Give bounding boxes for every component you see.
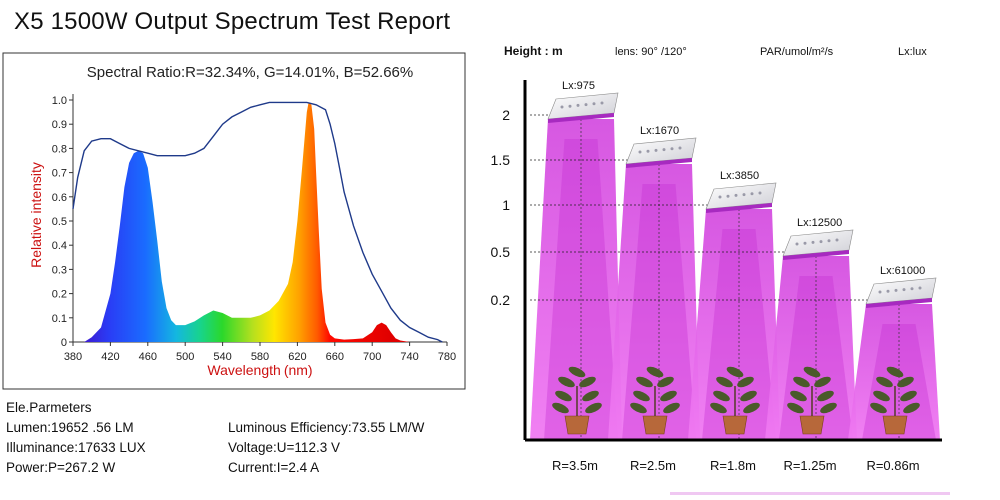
x-tick-label: 780 [438, 351, 456, 363]
electrical-parameters: Ele.Parmeters Lumen:19652 .56 LM Luminou… [6, 398, 424, 478]
height-tick-label: 0.2 [491, 292, 511, 308]
height-header: Height : m [504, 44, 563, 58]
plant-icon [630, 366, 680, 435]
grow-light-panel [547, 92, 619, 123]
y-tick-label: 0.1 [52, 313, 67, 325]
x-tick-label: 660 [326, 351, 344, 363]
x-tick-label: 700 [363, 351, 381, 363]
param-illuminance: Illuminance:17633 LUX [6, 440, 146, 455]
x-tick-label: 420 [101, 351, 119, 363]
radius-label: R=1.8m [710, 458, 756, 473]
light-beam [530, 119, 622, 440]
x-tick-label: 740 [400, 351, 418, 363]
param-luminous-efficiency: Luminous Efficiency:73.55 LM/W [228, 420, 425, 435]
y-tick-label: 0.8 [52, 143, 67, 155]
y-tick-label: 0.3 [52, 264, 67, 276]
bottom-strip [670, 492, 950, 495]
params-row: Power:P=267.2 W Current:I=2.4 A [6, 458, 424, 478]
param-power: Power:P=267.2 W [6, 460, 116, 475]
x-tick-label: 540 [213, 351, 231, 363]
y-tick-label: 0.9 [52, 119, 67, 131]
spectrum-chart: Spectral Ratio:R=32.34%, G=14.01%, B=52.… [2, 52, 466, 390]
param-current: Current:I=2.4 A [228, 460, 320, 475]
par-header: PAR/umol/m²/s [760, 46, 834, 58]
y-axis-label: Relative intensity [28, 162, 44, 268]
lux-label: Lx:1670 [640, 125, 679, 137]
radius-label: R=0.86m [866, 458, 919, 473]
light-beam [688, 209, 780, 440]
height-tick-label: 1 [502, 197, 510, 213]
plant-icon [870, 366, 920, 435]
x-axis-label: Wavelength (nm) [207, 362, 312, 378]
y-tick-label: 0.7 [52, 168, 67, 180]
lens-header: lens: 90° /120° [615, 46, 687, 58]
radius-label: R=3.5m [552, 458, 598, 473]
y-tick-label: 0.4 [52, 240, 67, 252]
height-tick-label: 0.5 [491, 244, 511, 260]
grow-light-panel [625, 137, 697, 168]
report-title: X5 1500W Output Spectrum Test Report [14, 8, 451, 35]
beam-core [544, 139, 618, 440]
params-heading: Ele.Parmeters [6, 400, 92, 415]
height-tick-label: 1.5 [491, 152, 511, 168]
param-lumen: Lumen:19652 .56 LM [6, 420, 134, 435]
y-tick-label: 1.0 [52, 95, 67, 107]
spectral-ratio-title: Spectral Ratio:R=32.34%, G=14.01%, B=52.… [87, 64, 413, 81]
plant-icon [552, 366, 602, 435]
grow-light-panel [705, 182, 777, 213]
y-tick-label: 0.6 [52, 192, 67, 204]
params-row: Illuminance:17633 LUX Voltage:U=112.3 V [6, 438, 424, 458]
radius-label: R=1.25m [783, 458, 836, 473]
plot-area: 0 0.1 0.2 0.3 0.4 0.5 0.6 0.7 0.8 0.9 1.0 380 420 460… [52, 94, 456, 363]
lux-header: Lx:lux [898, 46, 927, 58]
x-tick-label: 380 [64, 351, 82, 363]
params-row: Lumen:19652 .56 LM Luminous Efficiency:7… [6, 418, 424, 438]
lux-label: Lx:975 [562, 80, 595, 92]
height-tick-label: 2 [502, 107, 510, 123]
plant-icon [787, 366, 837, 435]
light-beam [765, 256, 857, 440]
coverage-diagram: Height : m lens: 90° /120° PAR/umol/m²/s… [491, 44, 950, 495]
coverage-plot: 2 1.5 1 0.5 0.2 Lx:975 Lx:1670 Lx:3850 Lx:12500 L… [491, 80, 950, 495]
lux-label: Lx:61000 [880, 265, 925, 277]
param-voltage: Voltage:U=112.3 V [228, 440, 340, 455]
light-beam [608, 164, 700, 440]
x-tick-label: 580 [251, 351, 269, 363]
plant-icon [710, 366, 760, 435]
y-tick-label: 0.5 [52, 216, 67, 228]
x-tick-label: 500 [176, 351, 194, 363]
grow-light-panel [782, 229, 854, 260]
envelope-line-series [72, 101, 443, 343]
lux-label: Lx:3850 [720, 170, 759, 182]
spectrum-fill-series [84, 102, 438, 343]
radius-label: R=2.5m [630, 458, 676, 473]
x-tick-label: 460 [139, 351, 157, 363]
y-tick-label: 0 [61, 337, 67, 349]
chart-frame [2, 52, 466, 390]
y-tick-label: 0.2 [52, 289, 67, 301]
grow-light-panel [865, 277, 937, 308]
x-tick-label: 620 [288, 351, 306, 363]
lux-label: Lx:12500 [797, 217, 842, 229]
